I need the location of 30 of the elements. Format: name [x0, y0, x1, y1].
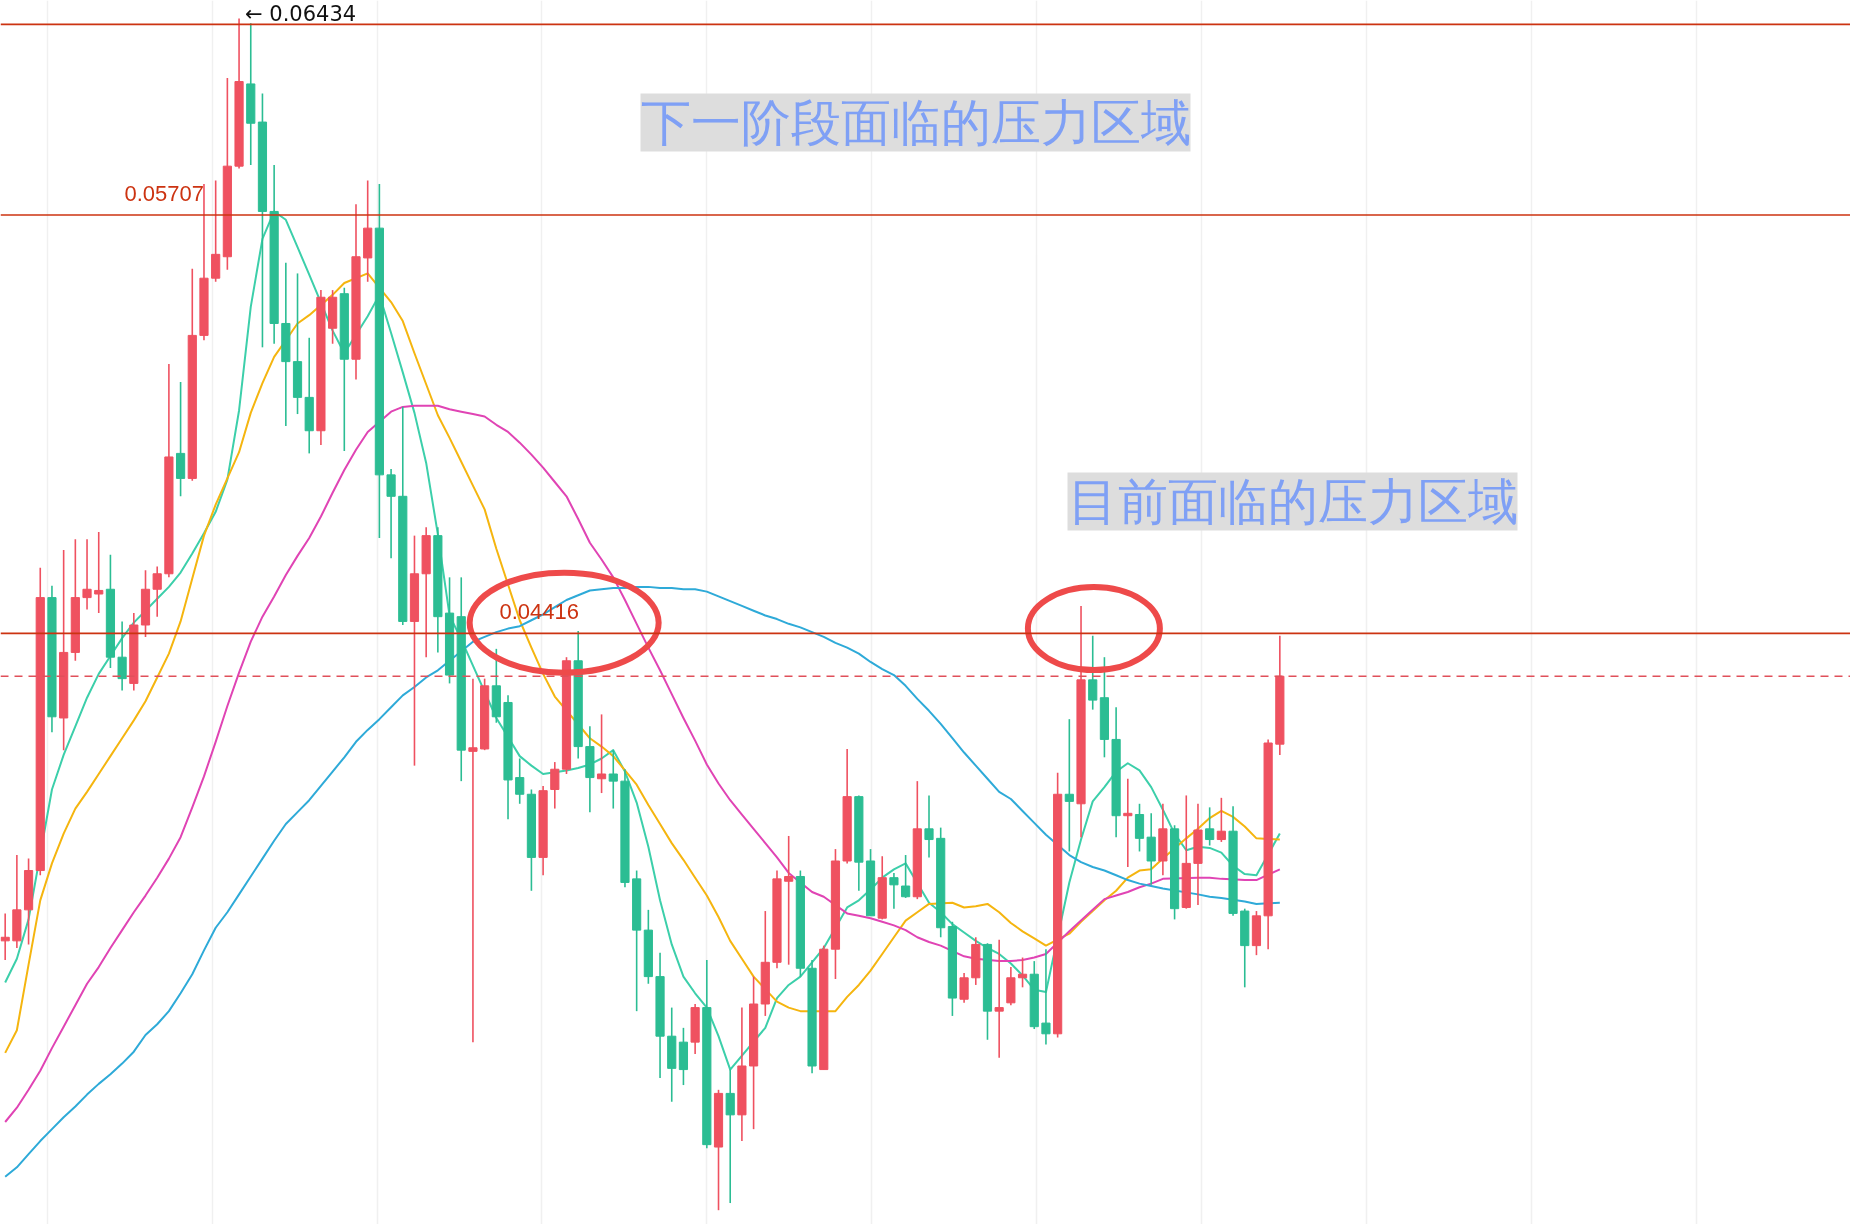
candlestick	[468, 677, 478, 1043]
candlestick	[784, 835, 794, 966]
candlestick	[94, 531, 104, 614]
candlestick	[1216, 797, 1226, 843]
candlestick	[117, 620, 127, 692]
candlestick	[152, 565, 162, 618]
candlestick	[82, 538, 92, 611]
candlestick	[1205, 806, 1215, 847]
annotation: 0.05707	[124, 181, 205, 207]
candlestick	[596, 713, 607, 794]
candlestick	[901, 854, 911, 899]
candlestick	[1134, 802, 1145, 853]
candlestick	[1123, 777, 1133, 868]
candlestick	[608, 749, 618, 810]
candlestick	[924, 794, 934, 859]
candlestick	[1041, 948, 1051, 1046]
annotation: 目前面临的压力区域	[1067, 472, 1518, 531]
candlestick	[1088, 634, 1098, 711]
candlestick	[386, 468, 396, 560]
annotation: ← 0.06434	[245, 2, 357, 27]
candlestick	[515, 757, 525, 805]
candlestick	[889, 872, 899, 910]
annotation: 下一阶段面临的压力区域	[640, 93, 1191, 152]
candlestick	[959, 972, 969, 1004]
candlestick	[1064, 718, 1074, 853]
candlestick	[994, 938, 1004, 1059]
candlestick	[550, 761, 560, 810]
candlestick	[725, 1068, 735, 1204]
candlestick	[211, 179, 221, 283]
candlestick	[1146, 812, 1156, 886]
